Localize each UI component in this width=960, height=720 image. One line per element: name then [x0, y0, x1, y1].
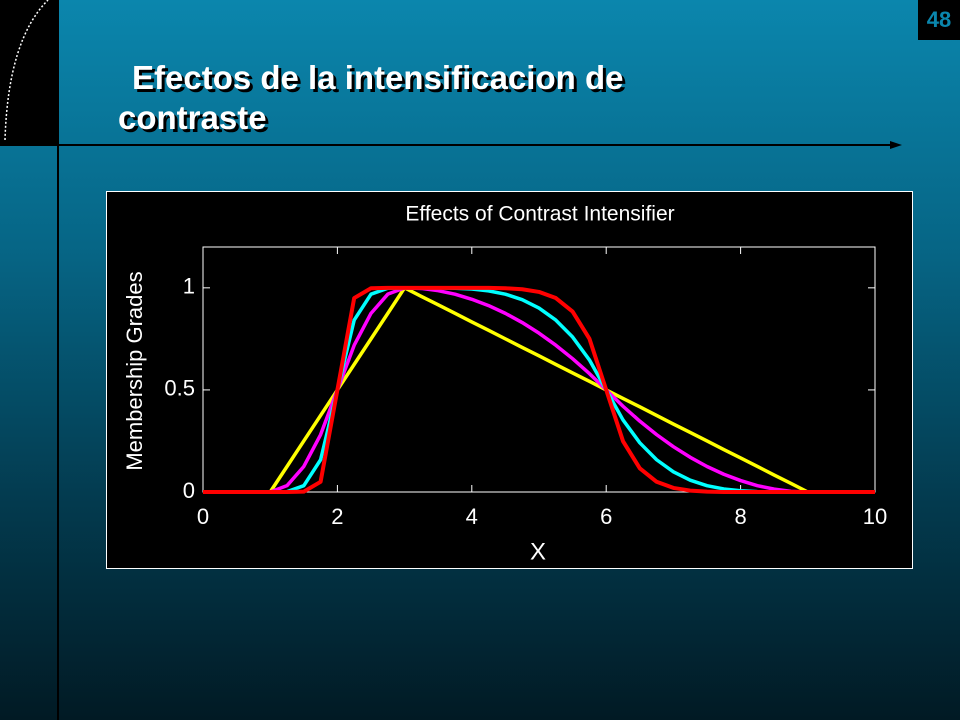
x-tick-label: 4 [466, 504, 478, 529]
x-axis-label: X [530, 538, 546, 565]
x-tick-label: 2 [331, 504, 343, 529]
y-tick-label: 0 [183, 478, 195, 503]
series-line [203, 285, 875, 494]
dotted-arc [4, 0, 49, 141]
series-line [203, 286, 875, 494]
page-number: 48 [918, 0, 960, 40]
series-line [203, 286, 875, 494]
chart-title: Effects of Contrast Intensifier [405, 203, 674, 226]
y-axis-label: Membership Grades [122, 271, 147, 470]
corner-block [0, 0, 58, 145]
y-tick-label: 0.5 [164, 376, 195, 401]
x-tick-label: 0 [197, 504, 209, 529]
x-tick-label: 10 [863, 504, 887, 529]
chart: Effects of Contrast Intensifier X Member… [106, 191, 913, 569]
arrow-head [890, 141, 902, 149]
slide-title: Efectos de la intensificacion de contras… [118, 59, 624, 136]
y-tick-label: 1 [183, 274, 195, 299]
plot-area [202, 246, 876, 493]
x-tick-label: 6 [600, 504, 612, 529]
x-tick-label: 8 [734, 504, 746, 529]
chart-frame [106, 191, 913, 569]
